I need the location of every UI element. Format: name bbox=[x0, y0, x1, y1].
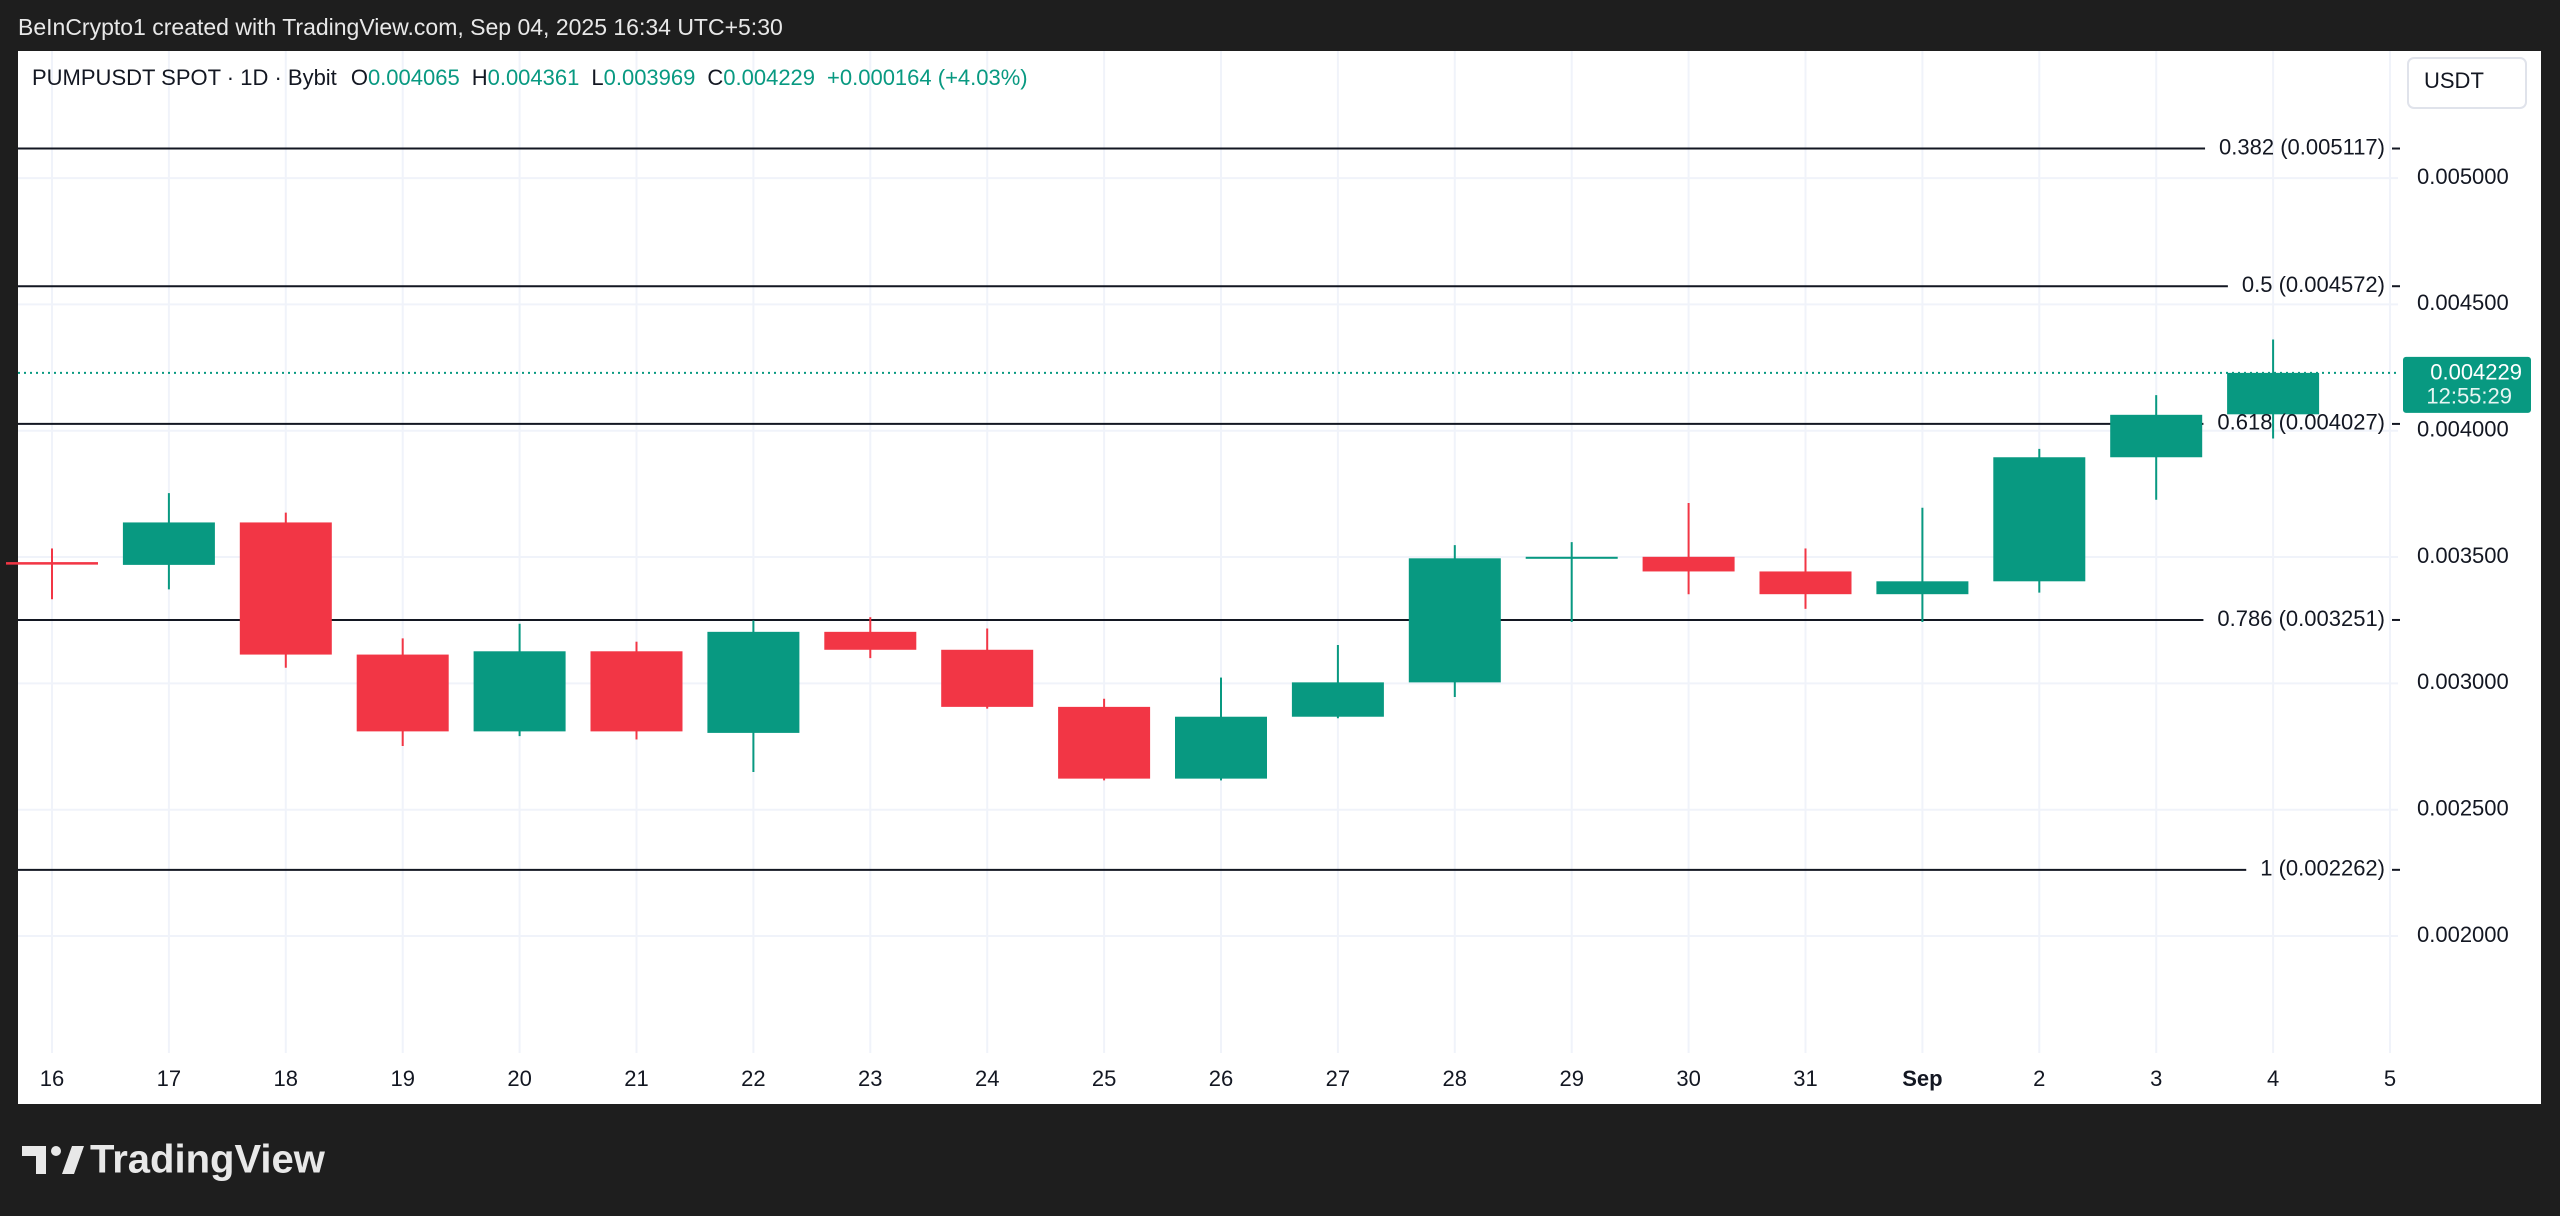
x-tick-label: 29 bbox=[1559, 1066, 1583, 1091]
candle-body bbox=[941, 649, 1034, 707]
candle-body bbox=[122, 522, 215, 565]
x-tick-label: 25 bbox=[1092, 1066, 1116, 1091]
candle-body bbox=[6, 562, 98, 565]
x-tick-label: 3 bbox=[2150, 1066, 2162, 1091]
currency[interactable]: USDT bbox=[2424, 68, 2484, 93]
x-tick-label: 22 bbox=[741, 1066, 765, 1091]
countdown: 12:55:29 bbox=[2426, 384, 2512, 409]
fib-label: 0.382 (0.005117) bbox=[2219, 134, 2385, 159]
symbol: PUMPUSDT SPOT · 1D · Bybit bbox=[32, 65, 337, 90]
ohlc-value: 0.004065 bbox=[368, 65, 460, 90]
x-tick-label: 17 bbox=[157, 1066, 181, 1091]
candle-body bbox=[239, 522, 332, 655]
chart-panel bbox=[18, 51, 2541, 1104]
ohlc-value: 0.004229 bbox=[723, 65, 815, 90]
y-tick-label: 0.004500 bbox=[2417, 290, 2509, 315]
candle-body bbox=[2227, 372, 2320, 415]
fib-label: 0.5 (0.004572) bbox=[2242, 272, 2385, 297]
candle-body bbox=[1291, 682, 1384, 717]
change: +0.000164 (+4.03%) bbox=[827, 65, 1028, 90]
candle-body bbox=[2110, 414, 2203, 458]
x-tick-label: 19 bbox=[390, 1066, 414, 1091]
candle-body bbox=[824, 631, 917, 650]
candle-body bbox=[1525, 556, 1618, 559]
candle-body bbox=[1993, 457, 2086, 582]
caption: BeInCrypto1 created with TradingView.com… bbox=[18, 14, 783, 40]
logo-icon bbox=[22, 1146, 46, 1174]
logo: TradingView bbox=[22, 1138, 326, 1182]
candle-body bbox=[1759, 571, 1852, 595]
x-tick-label: 23 bbox=[858, 1066, 882, 1091]
y-tick-label: 0.003500 bbox=[2417, 543, 2509, 568]
candle-body bbox=[1175, 716, 1267, 779]
y-tick-label: 0.005000 bbox=[2417, 164, 2509, 189]
ohlc-key: O bbox=[351, 65, 368, 90]
candle-body bbox=[707, 631, 800, 733]
y-tick-label: 0.002000 bbox=[2417, 922, 2509, 947]
brand: TradingView bbox=[90, 1138, 326, 1182]
ohlc-key: L bbox=[591, 65, 603, 90]
y-tick-label: 0.003000 bbox=[2417, 669, 2509, 694]
candle-body bbox=[1058, 706, 1151, 779]
candle-body bbox=[1408, 558, 1501, 683]
ohlc-key: H bbox=[472, 65, 488, 90]
y-tick-label: 0.004000 bbox=[2417, 417, 2509, 442]
x-tick-label: 5 bbox=[2384, 1066, 2396, 1091]
ohlc-value: 0.003969 bbox=[604, 65, 696, 90]
candle-body bbox=[356, 654, 449, 732]
price-label-box bbox=[2403, 356, 2531, 413]
fib-label: 1 (0.002262) bbox=[2260, 856, 2385, 881]
price-label: 0.004229 bbox=[2430, 360, 2522, 385]
x-tick-label: 16 bbox=[40, 1066, 64, 1091]
logo-icon bbox=[51, 1146, 61, 1156]
x-tick-label: 4 bbox=[2267, 1066, 2279, 1091]
fib-label: 0.618 (0.004027) bbox=[2217, 410, 2385, 435]
logo-icon bbox=[62, 1146, 84, 1174]
candle-body bbox=[473, 651, 566, 732]
x-tick-label: 31 bbox=[1793, 1066, 1817, 1091]
y-tick-label: 0.002500 bbox=[2417, 796, 2509, 821]
ohlc-value: 0.004361 bbox=[488, 65, 580, 90]
x-tick-label: 26 bbox=[1209, 1066, 1233, 1091]
legend-header: PUMPUSDT SPOT · 1D · Bybit O0.004065 H0.00… bbox=[32, 65, 1028, 90]
ohlc-key: C bbox=[707, 65, 723, 90]
candle-body bbox=[1876, 581, 1969, 595]
x-tick-label: 28 bbox=[1443, 1066, 1467, 1091]
x-tick-label: 20 bbox=[507, 1066, 531, 1091]
fib-label: 0.786 (0.003251) bbox=[2217, 606, 2385, 631]
x-tick-label: 24 bbox=[975, 1066, 999, 1091]
x-tick-label: 18 bbox=[274, 1066, 298, 1091]
x-tick-label: 2 bbox=[2033, 1066, 2045, 1091]
plot bbox=[6, 147, 2400, 871]
candle-body bbox=[1642, 556, 1735, 572]
x-tick-label: 21 bbox=[624, 1066, 648, 1091]
currency-button[interactable] bbox=[2407, 57, 2527, 109]
x-tick-label: 27 bbox=[1326, 1066, 1350, 1091]
x-tick-label: Sep bbox=[1902, 1066, 1942, 1091]
candle-body bbox=[590, 651, 683, 732]
x-tick-label: 30 bbox=[1676, 1066, 1700, 1091]
